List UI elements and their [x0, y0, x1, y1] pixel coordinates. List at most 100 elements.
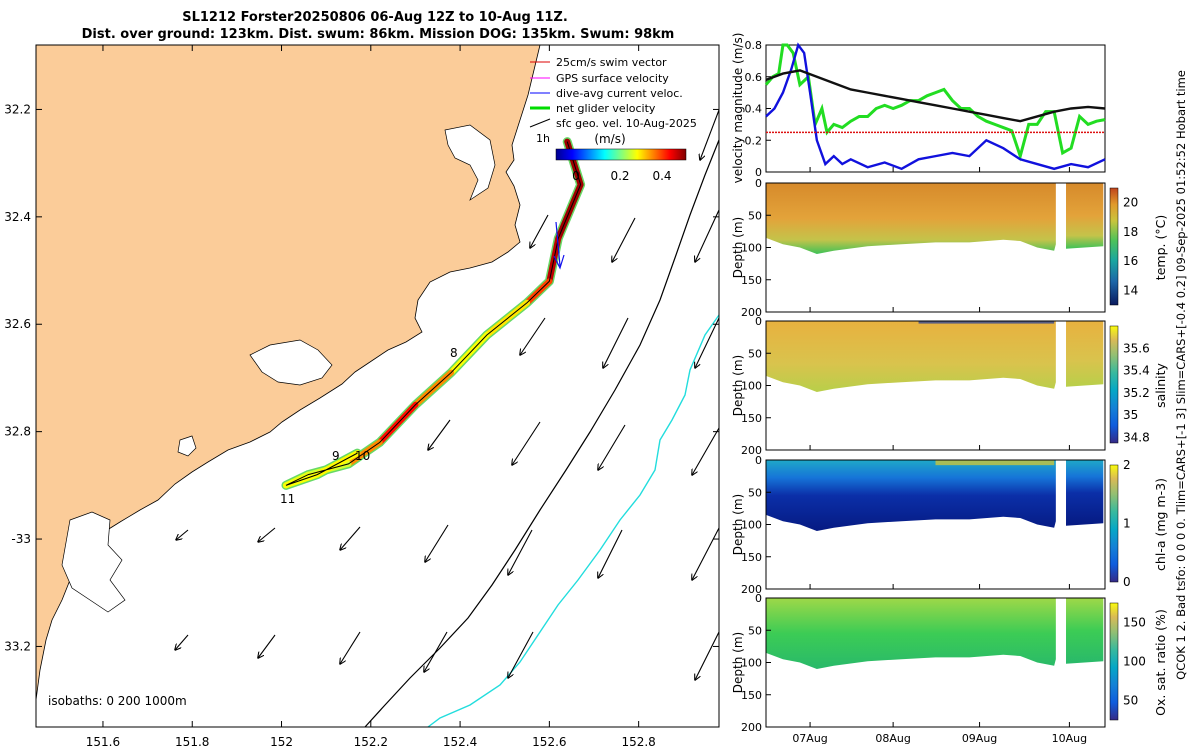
map-y-tick-label: 32.2: [4, 102, 31, 116]
map-y-tick-label: 32.8: [4, 425, 31, 439]
geo-arrow: [603, 317, 629, 368]
section-y-tick-label: 100: [741, 519, 762, 532]
velocity-series-sfc-geo-vel-: [765, 69, 1106, 123]
map-legend: 25cm/s swim vector GPS surface velocity …: [529, 56, 697, 145]
section-colorbar-tick-label: 100: [1123, 655, 1146, 669]
section-y-tick-label: 200: [741, 444, 762, 457]
section-y-tick-label: 200: [741, 306, 762, 319]
section-ylabel: Depth (m): [731, 494, 745, 555]
section-colorbar-tick-label: 35.6: [1123, 341, 1150, 355]
geo-arrow: [695, 631, 720, 680]
day-label-11: 11: [280, 492, 295, 506]
legend-swatch-geo: [529, 118, 551, 128]
section-colorbar-tick-label: 2: [1123, 458, 1131, 472]
section-chlorophyll: 0 50 100 150 200 Depth (m) 2 1 0 chl-a (mg m-3): [731, 454, 1168, 596]
processing-info-text: QCOK 1 2. Bad tsfo: 0 0 0 0. Tlim=CARS+[…: [1174, 70, 1188, 680]
section-colorbar: [1109, 602, 1119, 721]
geo-arrow: [340, 526, 361, 550]
geo-arrow: [258, 634, 276, 658]
velocity-y-tick-label: 0: [755, 166, 762, 179]
section-colorbar-tick-label: 18: [1123, 225, 1138, 239]
velocity-series: [764, 42, 1106, 171]
legend-1h-label: 1h: [536, 132, 550, 145]
section-colorbar-tick-label: 35: [1123, 408, 1138, 422]
section-data-patch: [766, 183, 1056, 254]
geo-arrow: [692, 427, 720, 475]
legend-label-gps: GPS surface velocity: [556, 72, 669, 85]
map-colorbar-tick: 0.2: [610, 169, 629, 183]
section-y-tick-label: 150: [741, 689, 762, 702]
geo-arrow: [512, 421, 541, 465]
section-y-tick-label: 50: [748, 347, 762, 360]
geostrophic-arrows: [175, 109, 720, 680]
section-colorbar-tick-label: 14: [1123, 283, 1138, 297]
time-axis-label: 10Aug: [1052, 732, 1087, 745]
geo-arrow: [175, 634, 189, 650]
geo-arrow: [530, 214, 549, 248]
section-colorbar-tick-label: 35.4: [1123, 364, 1150, 378]
map-x-tick-label: 151.6: [86, 735, 120, 749]
section-colorbar-tick-label: 50: [1123, 694, 1138, 708]
section-ylabel: Depth (m): [731, 355, 745, 416]
section-y-tick-label: 50: [748, 209, 762, 222]
figure-title-line2: Dist. over ground: 123km. Dist. swum: 86…: [82, 27, 675, 42]
day-label-10: 10: [355, 449, 370, 463]
section-surface-feature: [918, 321, 1055, 324]
isobath-1000m: [427, 314, 720, 728]
section-data-patch: [1066, 598, 1104, 664]
section-data-patch: [766, 598, 1056, 669]
velocity-plot-area: [765, 44, 1106, 173]
section-y-tick-label: 0: [755, 454, 762, 467]
section-colorbar-tick-label: 0: [1123, 575, 1131, 589]
section-y-tick-label: 100: [741, 242, 762, 255]
section-y-tick-label: 0: [755, 177, 762, 190]
map-colorbar: (m/s) 0 0.2 0.4: [555, 132, 687, 183]
section-colorbar-label: Ox. sat. ratio (%): [1153, 609, 1168, 716]
map-x-tick-label: 152.2: [354, 735, 388, 749]
geo-arrow: [598, 529, 623, 578]
map-colorbar-tick: 0.4: [652, 169, 671, 183]
section-y-tick-label: 50: [748, 624, 762, 637]
map-panel: 8 9 10 11 25cm/s swim vector GPS surface…: [4, 44, 720, 749]
section-colorbar-label: chl-a (mg m-3): [1153, 478, 1168, 571]
section-colorbar-label: temp. (°C): [1153, 215, 1168, 280]
section-temperature: 0 50 100 150 200 Depth (m) 20 18 16 14 temp. (°C): [731, 177, 1168, 319]
section-ylabel: Depth (m): [731, 632, 745, 693]
section-colorbar-tick-label: 35.2: [1123, 386, 1150, 400]
section-data-patch: [1066, 321, 1104, 387]
day-label-9: 9: [332, 449, 340, 463]
geo-arrow: [700, 109, 720, 160]
section-data-patch: [1066, 460, 1104, 526]
section-colorbar: [1109, 325, 1119, 444]
geo-arrow: [428, 419, 451, 450]
section-ylabel: Depth (m): [731, 217, 745, 278]
geo-arrow: [520, 317, 546, 355]
section-colorbar: [1109, 464, 1119, 583]
isobath-200m: [364, 139, 720, 728]
geo-arrow: [508, 529, 533, 575]
legend-label-dac: dive-avg current veloc.: [556, 87, 683, 100]
time-axis-label: 08Aug: [875, 732, 910, 745]
map-x-tick-label: 151.8: [175, 735, 209, 749]
section-salinity: 0 50 100 150 200 Depth (m) 35.6 35.4 35.2 35 34.8 s…: [731, 315, 1168, 457]
map-lake: [177, 435, 197, 457]
figure-title-line1: SL1212 Forster20250806 06-Aug 12Z to 10-…: [182, 10, 568, 25]
track-centerline: [285, 141, 582, 486]
velocity-y-tick-label: 0.4: [745, 103, 763, 116]
map-x-tick-label: 152.4: [443, 735, 477, 749]
velocity-series-dive-avg-current: [765, 42, 1106, 171]
geo-arrow: [598, 424, 626, 470]
section-colorbar-tick-label: 34.8: [1123, 430, 1150, 444]
section-y-tick-label: 0: [755, 592, 762, 605]
section-surface-feature: [935, 460, 1055, 466]
geo-arrow: [695, 209, 720, 262]
velocity-panel: 0 0.2 0.4 0.6 0.8 velocity magnitude (m/s): [731, 33, 1106, 183]
day-label-8: 8: [450, 346, 458, 360]
map-lake: [61, 511, 126, 613]
map-colorbar-title: (m/s): [594, 132, 625, 146]
section-y-tick-label: 150: [741, 412, 762, 425]
geo-arrow: [424, 631, 448, 672]
